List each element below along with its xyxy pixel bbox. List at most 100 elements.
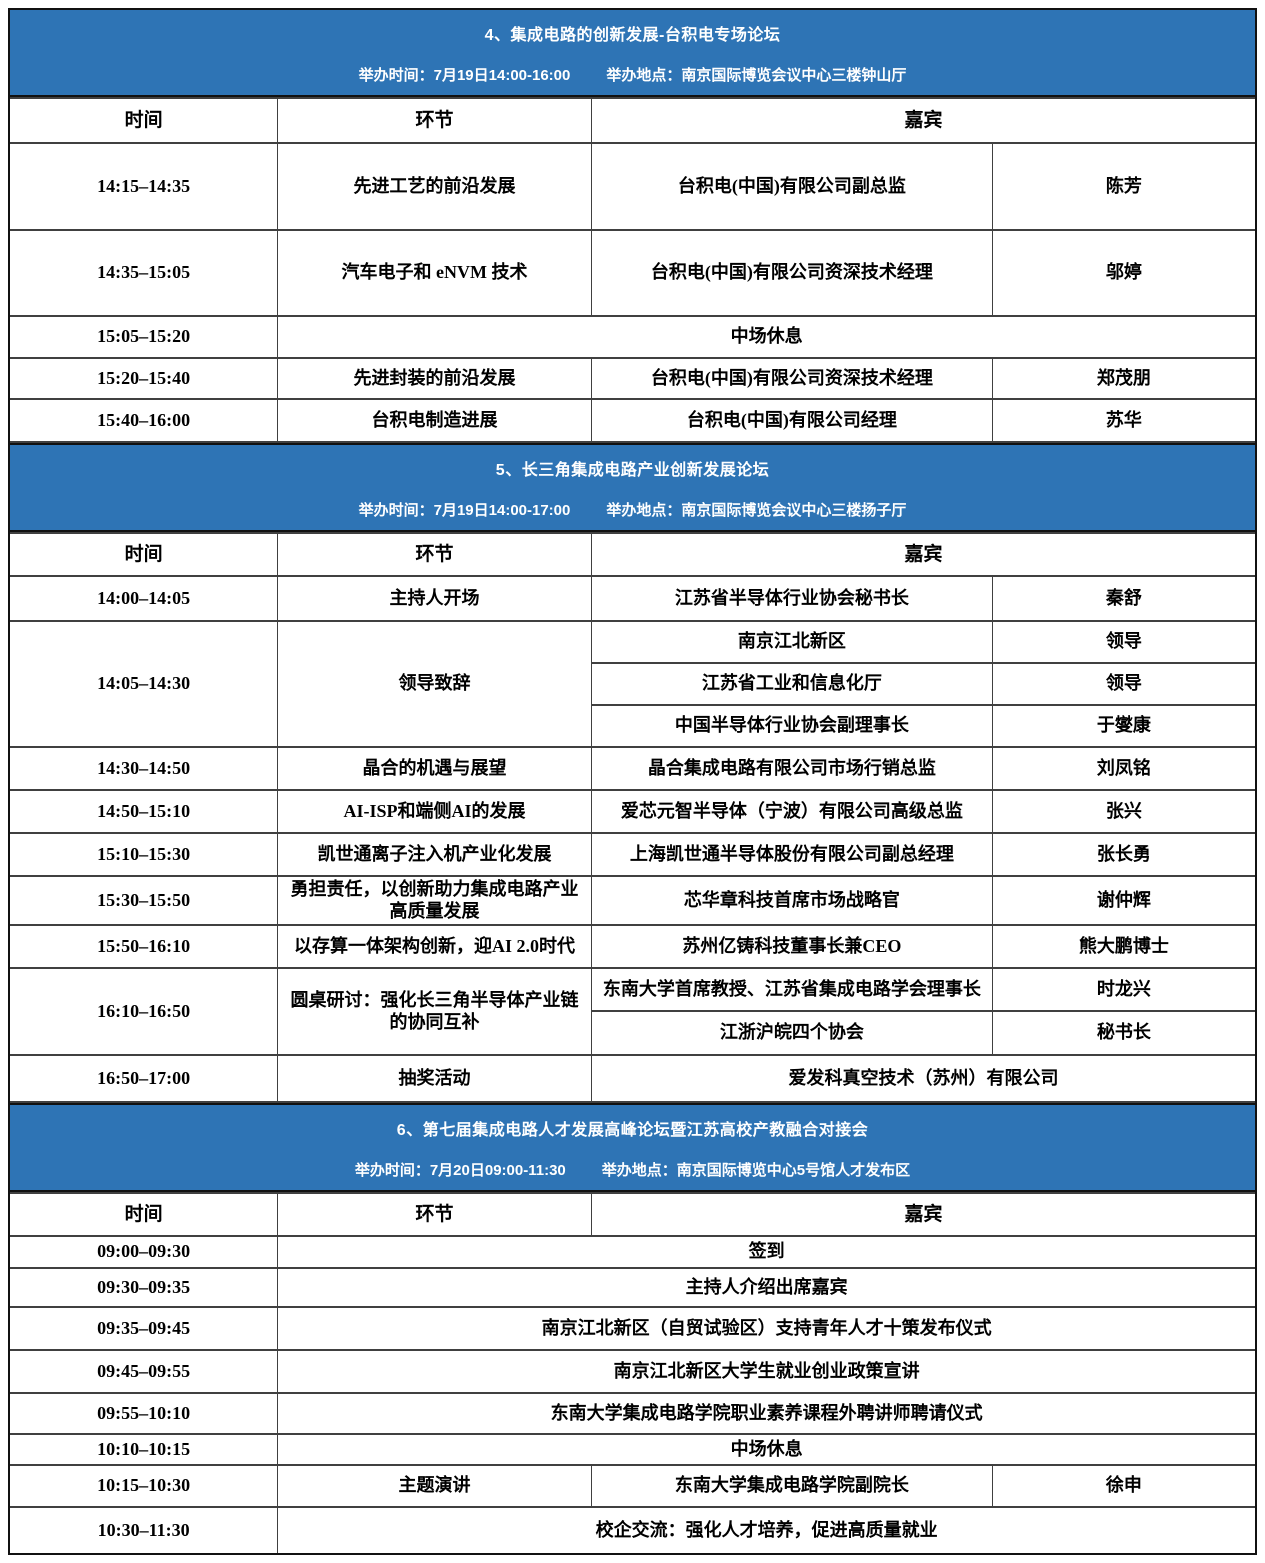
session-cell: 圆桌研讨：强化长三角半导体产业链的协同互补 bbox=[277, 967, 592, 1056]
time-cell: 15:05–15:20 bbox=[10, 315, 279, 359]
agenda-table: 时间 环节 嘉宾 14:00–14:05 主持人开场 江苏省半导体行业协会秘书长 秦舒 14:… bbox=[10, 532, 1255, 1103]
agenda-row: 15:05–15:20 中场休息 bbox=[10, 315, 1255, 359]
merged-session-cell: 中场休息 bbox=[277, 1433, 1255, 1466]
agenda-row: 09:45–09:55 南京江北新区大学生就业创业政策宣讲 bbox=[10, 1349, 1255, 1394]
guest-org-cell: 晶合集成电路有限公司市场行销总监 bbox=[590, 746, 993, 791]
time-cell: 14:05–14:30 bbox=[10, 620, 279, 748]
column-header-session: 环节 bbox=[277, 1192, 592, 1237]
time-cell: 15:20–15:40 bbox=[10, 357, 279, 400]
time-cell: 09:35–09:45 bbox=[10, 1306, 279, 1351]
forum-venue: 举办地点：南京国际博览会议中心三楼钟山厅 bbox=[606, 66, 907, 84]
agenda-row: 16:50–17:00 抽奖活动 爱发科真空技术（苏州）有限公司 bbox=[10, 1054, 1255, 1103]
column-header-time: 时间 bbox=[10, 97, 279, 144]
guest-name-cell: 郑茂朋 bbox=[991, 357, 1255, 400]
merged-session-cell: 南京江北新区（自贸试验区）支持青年人才十策发布仪式 bbox=[277, 1306, 1255, 1351]
forum-title: 5、长三角集成电路产业创新发展论坛 bbox=[495, 461, 770, 479]
guest-org-cell: 台积电(中国)有限公司经理 bbox=[590, 398, 993, 443]
merged-session-cell: 主持人介绍出席嘉宾 bbox=[277, 1267, 1255, 1308]
agenda-row: 10:10–10:15 中场休息 bbox=[10, 1433, 1255, 1466]
time-cell: 14:30–14:50 bbox=[10, 746, 279, 791]
forum-meta: 举办时间：7月19日14:00-17:00 举办地点：南京国际博览会议中心三楼扬… bbox=[359, 499, 907, 520]
time-cell: 15:50–16:10 bbox=[10, 924, 279, 969]
agenda-row: 15:50–16:10 以存算一体架构创新，迎AI 2.0时代 苏州亿铸科技董事长兼… bbox=[10, 924, 1255, 969]
guest-org-cell: 江苏省工业和信息化厅 bbox=[591, 662, 993, 706]
agenda-row: 江苏省工业和信息化厅 领导 bbox=[10, 662, 1255, 706]
agenda-table: 时间 环节 嘉宾 09:00–09:30 签到 09:30–09:35 主持人介绍出席嘉宾 0… bbox=[10, 1192, 1255, 1553]
time-cell: 09:00–09:30 bbox=[10, 1235, 279, 1269]
agenda-row: 15:30–15:50 勇担责任，以创新助力集成电路产业高质量发展 芯华章科技首席市… bbox=[10, 875, 1255, 926]
column-header-time: 时间 bbox=[10, 1192, 279, 1237]
time-cell: 15:40–16:00 bbox=[10, 398, 279, 443]
merged-guest-cell: 爱发科真空技术（苏州）有限公司 bbox=[590, 1054, 1255, 1103]
forum-title: 6、第七届集成电路人才发展高峰论坛暨江苏高校产教融合对接会 bbox=[396, 1121, 869, 1139]
agenda-row: 14:00–14:05 主持人开场 江苏省半导体行业协会秘书长 秦舒 bbox=[10, 575, 1255, 622]
time-cell: 10:10–10:15 bbox=[10, 1433, 279, 1466]
session-cell: 主持人开场 bbox=[277, 575, 592, 622]
agenda-row: 16:10–16:50 圆桌研讨：强化长三角半导体产业链的协同互补 东南大学首席教授… bbox=[10, 967, 1255, 1056]
merged-session-cell: 东南大学集成电路学院职业素养课程外聘讲师聘请仪式 bbox=[277, 1392, 1255, 1435]
agenda-row: 09:00–09:30 签到 bbox=[10, 1235, 1255, 1269]
guest-name-cell: 苏华 bbox=[991, 398, 1255, 443]
agenda-row: 10:30–11:30 校企交流：强化人才培养，促进高质量就业 bbox=[10, 1506, 1255, 1553]
guest-org-cell: 台积电(中国)有限公司资深技术经理 bbox=[590, 229, 993, 317]
guest-org-cell: 南京江北新区 bbox=[590, 620, 993, 664]
time-cell: 10:15–10:30 bbox=[10, 1464, 279, 1508]
agenda-row: 15:10–15:30 凯世通离子注入机产业化发展 上海凯世通半导体股份有限公司副总… bbox=[10, 832, 1255, 877]
time-cell: 10:30–11:30 bbox=[10, 1506, 279, 1553]
session-cell: 以存算一体架构创新，迎AI 2.0时代 bbox=[277, 924, 592, 969]
forum-meta: 举办时间：7月20日09:00-11:30 举办地点：南京国际博览中心5号馆人才… bbox=[355, 1159, 910, 1180]
guest-org-cell: 芯华章科技首席市场战略官 bbox=[590, 875, 993, 926]
column-header-session: 环节 bbox=[277, 97, 592, 144]
time-cell: 14:35–15:05 bbox=[10, 229, 279, 317]
session-cell: AI-ISP和端侧AI的发展 bbox=[277, 789, 592, 834]
session-cell: 晶合的机遇与展望 bbox=[277, 746, 592, 791]
merged-session-cell: 校企交流：强化人才培养，促进高质量就业 bbox=[277, 1506, 1255, 1553]
forum-venue: 举办地点：南京国际博览中心5号馆人才发布区 bbox=[601, 1161, 911, 1179]
guest-name-cell: 于燮康 bbox=[991, 704, 1255, 748]
guest-org-cell: 台积电(中国)有限公司资深技术经理 bbox=[590, 357, 993, 400]
guest-name-cell: 徐申 bbox=[991, 1464, 1255, 1508]
forum-banner: 4、集成电路的创新发展-台积电专场论坛 举办时间：7月19日14:00-16:0… bbox=[10, 10, 1255, 97]
forum-section-5: 5、长三角集成电路产业创新发展论坛 举办时间：7月19日14:00-17:00 … bbox=[10, 443, 1255, 1103]
guest-name-cell: 刘凤铭 bbox=[991, 746, 1255, 791]
session-cell: 主题演讲 bbox=[277, 1464, 592, 1508]
guest-name-cell: 秦舒 bbox=[991, 575, 1255, 622]
agenda-row: 14:15–14:35 先进工艺的前沿发展 台积电(中国)有限公司副总监 陈芳 bbox=[10, 142, 1255, 231]
guest-org-cell: 江苏省半导体行业协会秘书长 bbox=[590, 575, 993, 622]
merged-session-cell: 签到 bbox=[277, 1235, 1255, 1269]
forum-time: 举办时间：7月19日14:00-17:00 bbox=[358, 501, 571, 519]
session-cell: 抽奖活动 bbox=[277, 1054, 592, 1103]
time-cell: 16:50–17:00 bbox=[10, 1054, 279, 1103]
guest-org-cell: 东南大学首席教授、江苏省集成电路学会理事长 bbox=[590, 967, 993, 1012]
agenda-row: 09:30–09:35 主持人介绍出席嘉宾 bbox=[10, 1267, 1255, 1308]
guest-name-cell: 谢仲辉 bbox=[991, 875, 1255, 926]
guest-org-cell: 江浙沪皖四个协会 bbox=[591, 1010, 993, 1056]
column-header-session: 环节 bbox=[277, 532, 592, 577]
column-header-guest: 嘉宾 bbox=[590, 97, 1255, 144]
agenda-row: 10:15–10:30 主题演讲 东南大学集成电路学院副院长 徐申 bbox=[10, 1464, 1255, 1508]
agenda-row: 14:35–15:05 汽车电子和 eNVM 技术 台积电(中国)有限公司资深技术经… bbox=[10, 229, 1255, 317]
guest-name-cell: 领导 bbox=[991, 662, 1255, 706]
session-cell: 台积电制造进展 bbox=[277, 398, 592, 443]
guest-org-cell: 台积电(中国)有限公司副总监 bbox=[590, 142, 993, 231]
forum-title: 4、集成电路的创新发展-台积电专场论坛 bbox=[484, 26, 781, 44]
forum-time: 举办时间：7月19日14:00-16:00 bbox=[358, 66, 571, 84]
time-cell: 09:30–09:35 bbox=[10, 1267, 279, 1308]
agenda-row: 14:50–15:10 AI-ISP和端侧AI的发展 爱芯元智半导体（宁波）有限公司… bbox=[10, 789, 1255, 834]
column-header-guest: 嘉宾 bbox=[590, 1192, 1255, 1237]
session-cell: 先进工艺的前沿发展 bbox=[277, 142, 592, 231]
agenda-row: 14:30–14:50 晶合的机遇与展望 晶合集成电路有限公司市场行销总监 刘凤铭 bbox=[10, 746, 1255, 791]
guest-name-cell: 时龙兴 bbox=[991, 967, 1255, 1012]
time-cell: 14:00–14:05 bbox=[10, 575, 279, 622]
agenda-row: 09:55–10:10 东南大学集成电路学院职业素养课程外聘讲师聘请仪式 bbox=[10, 1392, 1255, 1435]
time-cell: 14:15–14:35 bbox=[10, 142, 279, 231]
session-cell: 先进封装的前沿发展 bbox=[277, 357, 592, 400]
merged-session-cell: 中场休息 bbox=[277, 315, 1255, 359]
agenda-row: 15:40–16:00 台积电制造进展 台积电(中国)有限公司经理 苏华 bbox=[10, 398, 1255, 443]
forum-meta: 举办时间：7月19日14:00-16:00 举办地点：南京国际博览会议中心三楼钟… bbox=[359, 64, 907, 85]
time-cell: 09:45–09:55 bbox=[10, 1349, 279, 1394]
forum-section-6: 6、第七届集成电路人才发展高峰论坛暨江苏高校产教融合对接会 举办时间：7月20日… bbox=[10, 1103, 1255, 1553]
guest-org-cell: 苏州亿铸科技董事长兼CEO bbox=[590, 924, 993, 969]
guest-name-cell: 张长勇 bbox=[991, 832, 1255, 877]
forum-time: 举办时间：7月20日09:00-11:30 bbox=[354, 1161, 566, 1179]
